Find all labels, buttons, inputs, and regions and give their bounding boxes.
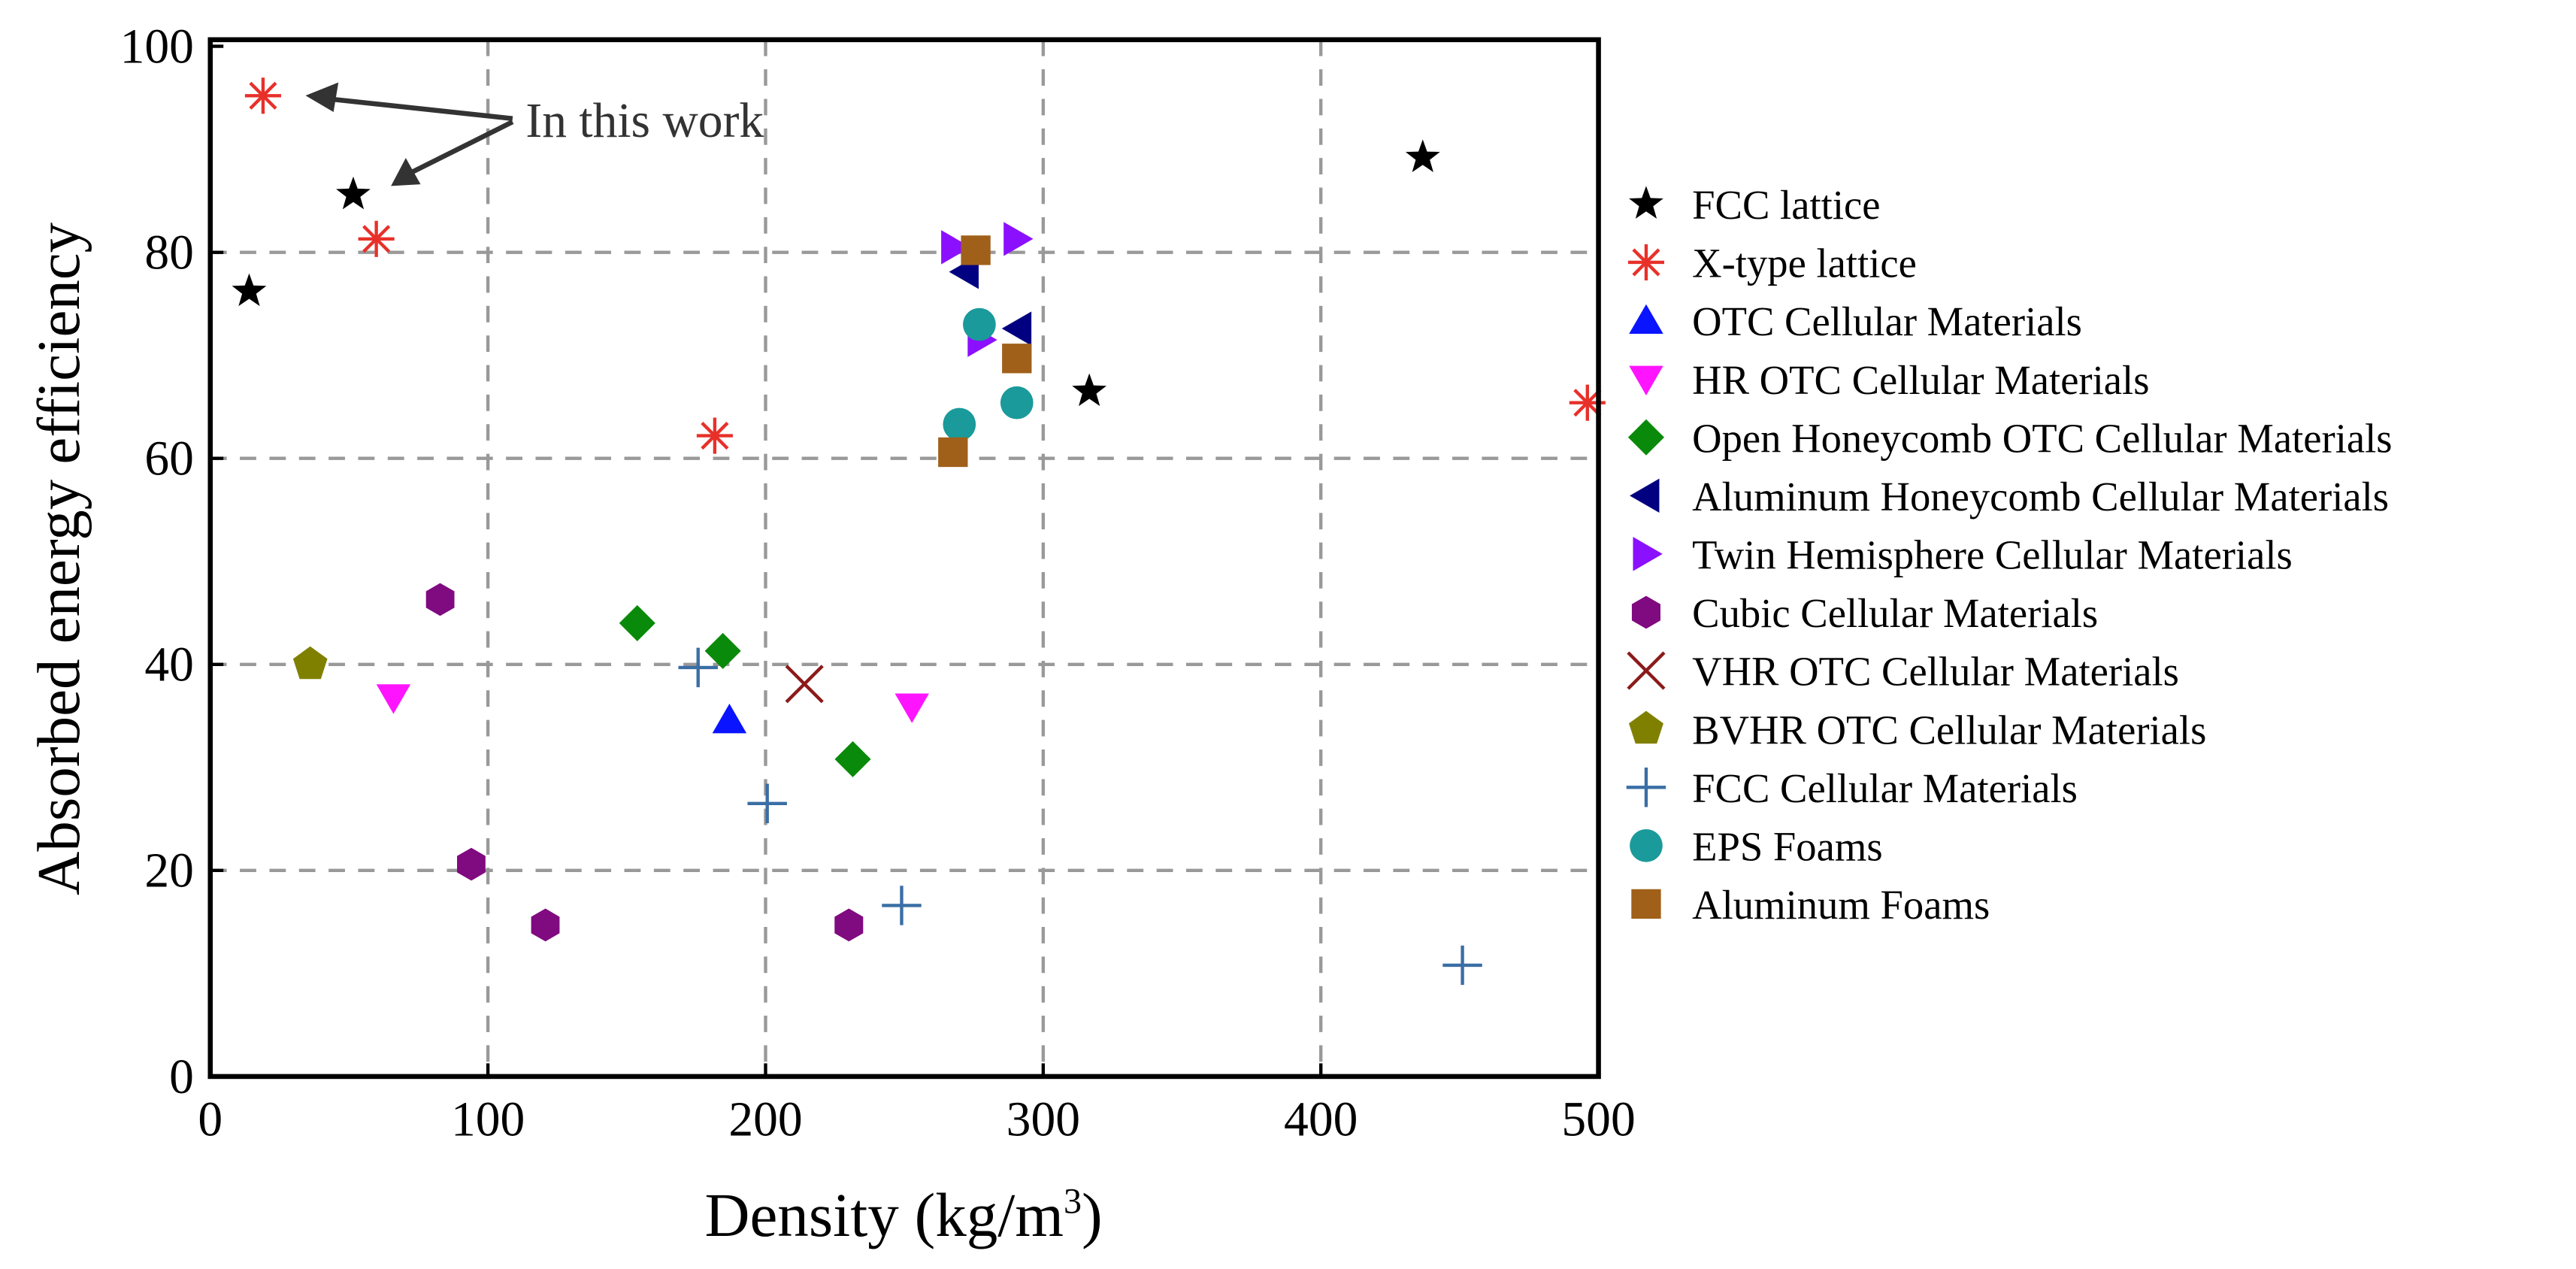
legend-item-open-honeycomb-otc-cellular-materials: Open Honeycomb OTC Cellular Materials: [1627, 415, 2393, 461]
legend-label: BVHR OTC Cellular Materials: [1692, 707, 2206, 753]
y-tick-label: 60: [144, 432, 194, 486]
legend-marker-twin-hemisphere-cellular-materials: [1633, 537, 1663, 571]
x-axis-label-superscript: 3: [1064, 1181, 1082, 1221]
y-axis-label: Absorbed energy efficiency: [26, 222, 92, 895]
legend-item-vhr-otc-cellular-materials: VHR OTC Cellular Materials: [1627, 649, 2179, 695]
x-tick-label: 400: [1284, 1093, 1358, 1147]
legend-label: Twin Hemisphere Cellular Materials: [1692, 532, 2293, 578]
legend-marker-x-type-lattice: [1627, 244, 1664, 281]
legend-marker-aluminum-foams: [1631, 889, 1661, 919]
legend: FCC lattice X-type lattice OTC Cellular Ma…: [1626, 182, 2393, 928]
data-point-hr-otc-cellular-materials: [894, 693, 929, 723]
legend-marker-hr-otc-cellular-materials: [1629, 365, 1663, 395]
legend-label: FCC lattice: [1692, 182, 1880, 228]
legend-item-aluminum-honeycomb-cellular-materials: Aluminum Honeycomb Cellular Materials: [1630, 474, 2389, 519]
data-point-fcc-lattice: [1072, 373, 1107, 407]
data-point-hr-otc-cellular-materials: [376, 684, 411, 714]
data-point-cubic-cellular-materials: [834, 908, 864, 942]
data-point-otc-cellular-materials: [712, 704, 747, 734]
legend-marker-aluminum-honeycomb-cellular-materials: [1630, 478, 1660, 513]
legend-item-x-type-lattice: X-type lattice: [1627, 241, 1917, 286]
legend-label: HR OTC Cellular Materials: [1692, 357, 2149, 403]
data-point-twin-hemisphere-cellular-materials: [1003, 222, 1034, 256]
legend-label: Open Honeycomb OTC Cellular Materials: [1692, 415, 2392, 461]
legend-item-twin-hemisphere-cellular-materials: Twin Hemisphere Cellular Materials: [1633, 532, 2293, 578]
legend-item-fcc-lattice: FCC lattice: [1629, 182, 1881, 228]
legend-label: VHR OTC Cellular Materials: [1692, 649, 2179, 695]
legend-marker-bvhr-otc-cellular-materials: [1629, 710, 1663, 744]
legend-marker-fcc-cellular-materials: [1626, 768, 1666, 807]
data-point-aluminum-honeycomb-cellular-materials: [1001, 311, 1032, 346]
data-point-fcc-cellular-materials: [882, 886, 922, 925]
legend-item-fcc-cellular-materials: FCC Cellular Materials: [1626, 765, 2078, 811]
y-tick-label: 80: [144, 226, 194, 280]
data-point-cubic-cellular-materials: [425, 583, 455, 616]
data-points: [232, 77, 1606, 986]
legend-label: FCC Cellular Materials: [1692, 765, 2078, 811]
legend-label: X-type lattice: [1692, 241, 1917, 286]
data-point-aluminum-foams: [1002, 344, 1032, 374]
data-point-fcc-cellular-materials: [747, 783, 787, 824]
data-point-eps-foams: [943, 407, 976, 441]
legend-item-bvhr-otc-cellular-materials: BVHR OTC Cellular Materials: [1629, 707, 2206, 753]
annotation: In this work: [305, 82, 764, 186]
x-tick-label: 500: [1561, 1093, 1635, 1147]
legend-marker-fcc-lattice: [1629, 186, 1663, 219]
axis-ticks: 0 100 200 300 400 500 0 20 40 60 80 100: [120, 20, 1636, 1146]
data-point-open-honeycomb-otc-cellular-materials: [619, 604, 655, 641]
legend-item-cubic-cellular-materials: Cubic Cellular Materials: [1631, 590, 2098, 636]
legend-item-hr-otc-cellular-materials: HR OTC Cellular Materials: [1629, 357, 2149, 403]
legend-marker-cubic-cellular-materials: [1631, 595, 1660, 629]
data-point-fcc-lattice: [232, 273, 267, 307]
data-point-cubic-cellular-materials: [531, 908, 560, 942]
annotation-arrow: [328, 96, 513, 121]
data-point-open-honeycomb-otc-cellular-materials: [704, 632, 741, 669]
data-point-fcc-cellular-materials: [678, 647, 718, 688]
legend-marker-eps-foams: [1630, 828, 1663, 862]
annotation-arrowhead: [391, 158, 421, 186]
legend-marker-open-honeycomb-otc-cellular-materials: [1627, 419, 1664, 456]
data-point-aluminum-foams: [938, 437, 968, 468]
data-point-aluminum-foams: [961, 235, 991, 265]
legend-label: EPS Foams: [1692, 824, 1882, 870]
grid: [210, 39, 1599, 1077]
y-tick-label: 100: [120, 20, 194, 74]
legend-item-aluminum-foams: Aluminum Foams: [1631, 882, 1990, 928]
data-point-x-type-lattice: [244, 77, 281, 114]
data-point-cubic-cellular-materials: [457, 847, 486, 881]
legend-marker-vhr-otc-cellular-materials: [1627, 651, 1666, 690]
data-point-eps-foams: [1000, 386, 1034, 419]
data-point-fcc-lattice: [1405, 139, 1440, 173]
x-tick-label: 200: [728, 1093, 802, 1147]
legend-item-eps-foams: EPS Foams: [1630, 824, 1883, 870]
legend-label: OTC Cellular Materials: [1692, 298, 2082, 344]
x-axis-label: Density (kg/m3): [704, 1180, 1102, 1249]
data-point-fcc-cellular-materials: [1442, 945, 1482, 986]
x-tick-label: 100: [451, 1093, 525, 1147]
legend-label: Aluminum Honeycomb Cellular Materials: [1692, 474, 2389, 519]
data-point-x-type-lattice: [696, 417, 733, 454]
legend-label: Aluminum Foams: [1692, 882, 1990, 928]
data-point-x-type-lattice: [358, 220, 395, 257]
plot-frame: [207, 37, 1601, 1080]
annotation-text: In this work: [525, 94, 764, 148]
data-point-bvhr-otc-cellular-materials: [292, 646, 328, 680]
x-tick-label: 300: [1006, 1093, 1080, 1147]
legend-label: Cubic Cellular Materials: [1692, 590, 2098, 636]
data-point-open-honeycomb-otc-cellular-materials: [834, 741, 871, 777]
y-tick-label: 0: [169, 1050, 194, 1104]
data-point-fcc-lattice: [336, 176, 371, 210]
legend-marker-otc-cellular-materials: [1629, 304, 1663, 335]
annotation-arrow: [409, 120, 514, 175]
x-tick-label: 0: [198, 1093, 222, 1147]
data-point-twin-hemisphere-cellular-materials: [941, 230, 971, 265]
annotation-arrowhead: [305, 82, 339, 112]
data-point-vhr-otc-cellular-materials: [785, 665, 824, 704]
legend-item-otc-cellular-materials: OTC Cellular Materials: [1629, 298, 2082, 344]
y-tick-label: 40: [144, 638, 194, 692]
y-tick-label: 20: [144, 844, 194, 898]
data-point-eps-foams: [963, 307, 996, 341]
